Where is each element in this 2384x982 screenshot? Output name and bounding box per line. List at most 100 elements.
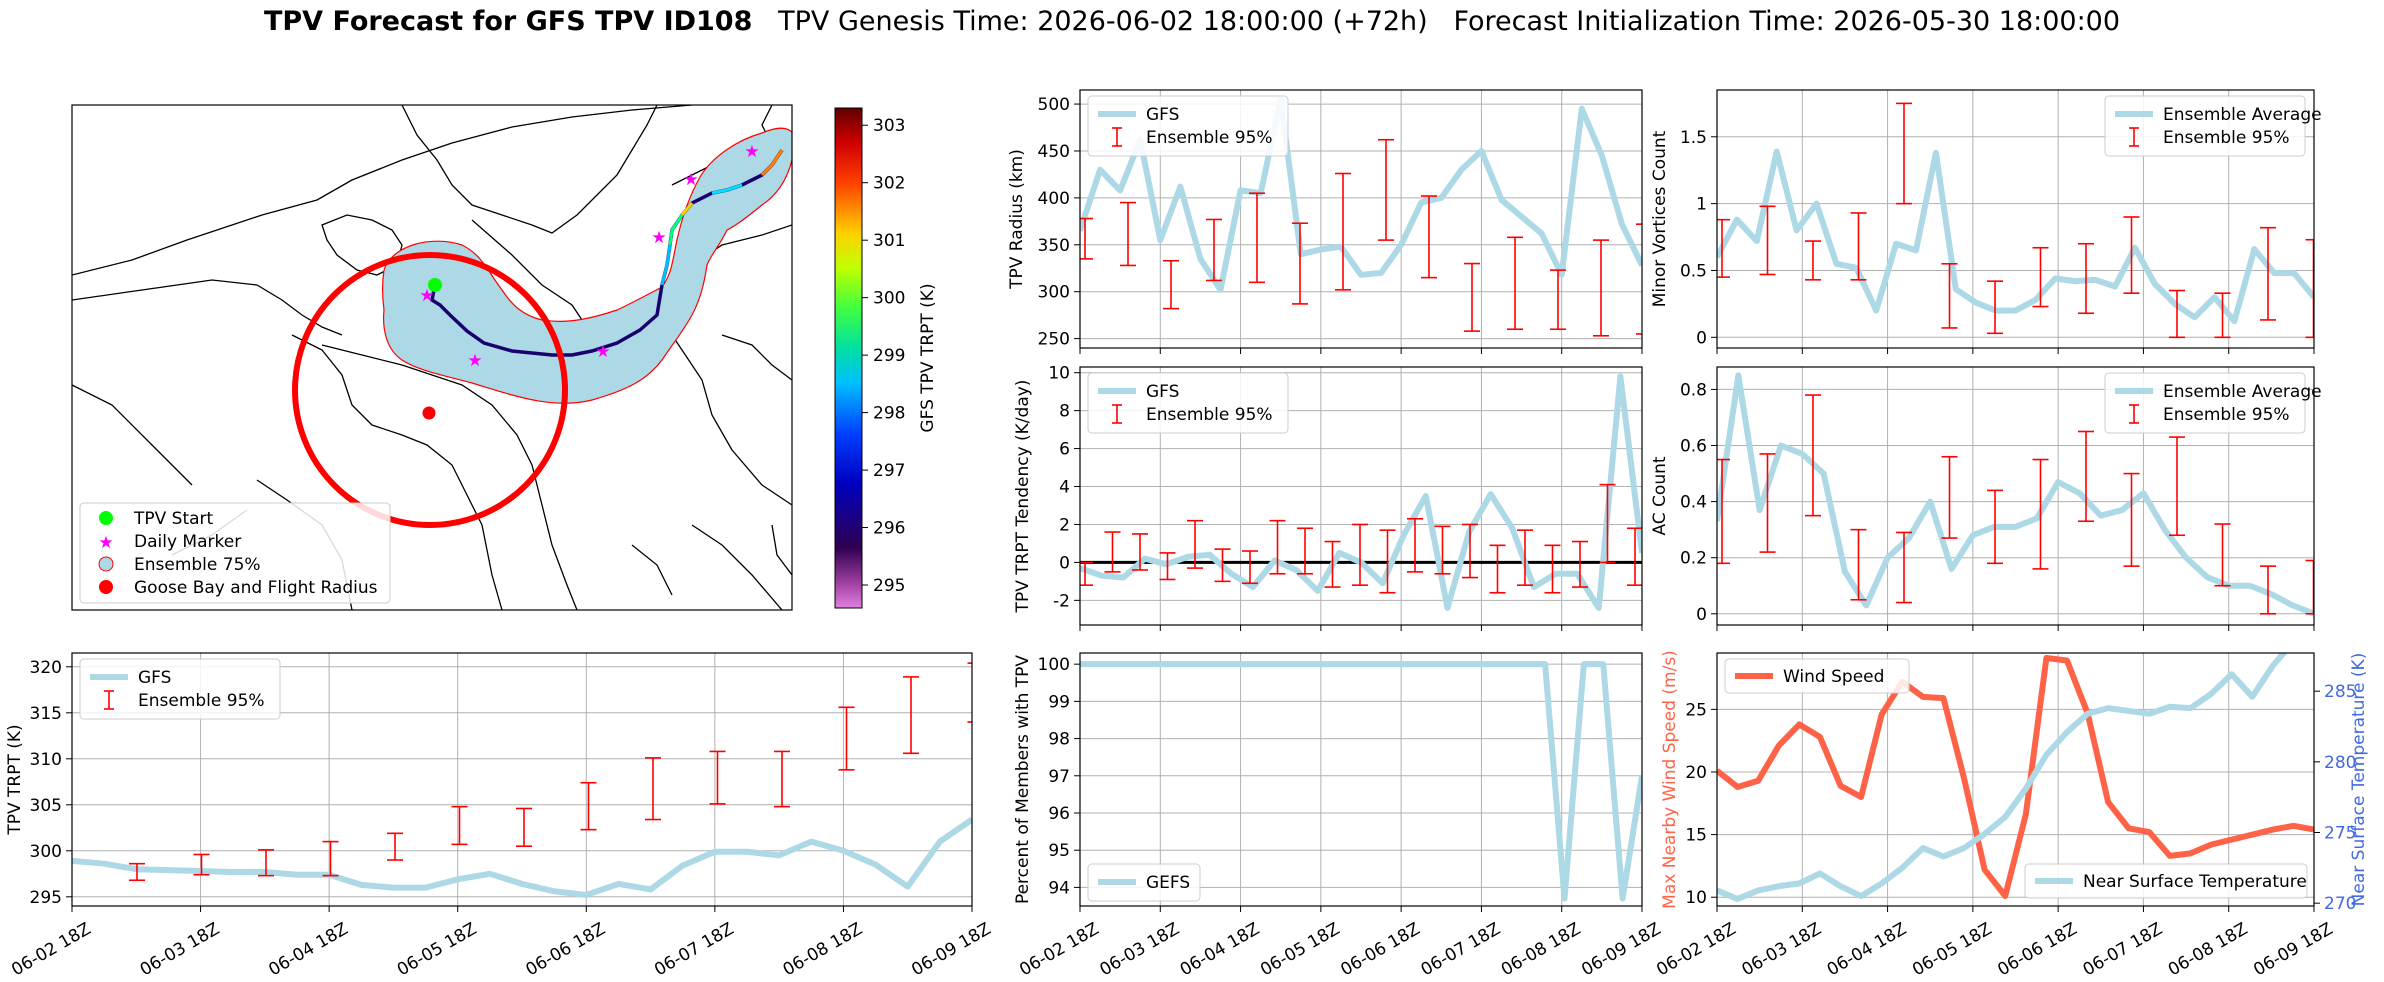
y-tick-label: 305 — [30, 796, 62, 816]
ensemble-errorbar — [1159, 552, 1176, 581]
y-tick-label: 97 — [1048, 767, 1070, 787]
svg-text:★: ★ — [98, 533, 113, 553]
colorbar-tick-label: 300 — [873, 289, 905, 309]
legend-box — [1087, 95, 1289, 157]
goose-bay-flight-radius — [292, 252, 568, 528]
y-tick-label: 25 — [1685, 700, 1707, 720]
title-init: Forecast Initialization Time: 2026-05-30… — [1453, 6, 2121, 37]
ensemble-errorbar — [1507, 236, 1523, 331]
ensemble-errorbar — [1407, 517, 1423, 573]
map-legend: TPV Start ★ Daily Marker Ensemble 75% Go… — [79, 502, 391, 604]
y-tick-label: 0.2 — [1680, 549, 1707, 569]
ensemble-errorbar — [1850, 212, 1867, 281]
y-tick-label: 450 — [1038, 142, 1070, 162]
title-bold: TPV Forecast for GFS TPV ID108 — [263, 6, 753, 37]
ensemble-errorbar — [1464, 262, 1480, 332]
x-tick-label: 06-05 18Z — [394, 919, 480, 980]
legend: Near Surface Temperature — [2024, 863, 2308, 899]
ensemble-errorbar — [1080, 561, 1093, 586]
ensemble-errorbar — [1269, 519, 1286, 575]
x-tick-label: 06-09 18Z — [1578, 919, 1664, 980]
colorbar-tick-label: 296 — [873, 519, 905, 539]
series-line — [1080, 373, 1642, 611]
x-tick-label: 06-03 18Z — [1738, 919, 1824, 980]
y-axis-label: TPV TRPT (K) — [5, 724, 25, 835]
colorbar-tick-label: 295 — [873, 576, 905, 596]
legend: Ensemble Average Ensemble 95% — [2104, 372, 2322, 434]
ensemble-errorbar — [2032, 246, 2049, 308]
ensemble-errorbar — [1941, 262, 1958, 329]
temperature-line — [1717, 653, 2288, 902]
legend-box — [79, 658, 281, 720]
ensemble-errorbar — [1104, 531, 1121, 573]
axes-frame — [1716, 652, 2315, 907]
y-tick-label: 1 — [1696, 195, 1707, 215]
y-tick-label: 10 — [1685, 888, 1707, 908]
ensemble-errorbar — [193, 853, 210, 876]
axes-frame — [1079, 652, 1643, 907]
legend-label: Ensemble 95% — [138, 691, 265, 711]
ensemble-errorbar — [580, 781, 597, 831]
trpt-panel: 295 300 305 310 315 320 TPV TRPT (K) 06-02 18Z 0… — [5, 652, 995, 980]
legend-ensemble-75: Ensemble 75% — [134, 555, 261, 575]
y-tick-label: 0.8 — [1680, 380, 1707, 400]
x-tick-label: 06-09 18Z — [2250, 919, 2336, 980]
legend: GFS Ensemble 95% — [1087, 95, 1289, 157]
ensemble-errorbar — [1987, 489, 2003, 565]
legend-label: Ensemble 95% — [1146, 405, 1273, 425]
ensemble-errorbar — [1163, 259, 1179, 310]
ensemble-errorbar — [645, 757, 661, 821]
ensemble-errorbar — [1187, 519, 1203, 569]
ensemble-errorbar — [903, 676, 919, 755]
ensemble-errorbar — [1636, 223, 1642, 335]
y-tick-label: 15 — [1685, 826, 1707, 846]
wind-speed-line — [1717, 655, 2314, 899]
legend-label: Ensemble 95% — [2163, 405, 2290, 425]
y-tick-label: 0 — [1696, 605, 1707, 625]
y-axis-label: TPV Radius (km) — [1007, 149, 1027, 290]
x-tick-label: 06-03 18Z — [1096, 919, 1182, 980]
ensemble-errorbar — [1805, 240, 1821, 281]
svg-text:★: ★ — [651, 228, 666, 248]
y-tick-label: 350 — [1038, 236, 1070, 256]
ensemble-errorbar — [2169, 436, 2185, 537]
ensemble-errorbar — [2260, 565, 2276, 615]
y-tick-label: 6 — [1059, 440, 1070, 460]
legend-label: GEFS — [1146, 873, 1190, 893]
series-line — [1717, 148, 2314, 325]
y-tick-label: 310 — [30, 750, 62, 770]
ensemble-errorbar — [1378, 138, 1394, 241]
y-tick-label: 10 — [1048, 364, 1070, 384]
x-tick-label: 06-03 18Z — [137, 919, 223, 980]
legend-box — [1724, 658, 1910, 694]
ensemble-errorbar — [774, 750, 790, 808]
x-tick-label: 06-02 18Z — [1016, 919, 1102, 980]
series-line — [1080, 661, 1642, 902]
y-tick-label: 0.5 — [1680, 261, 1707, 281]
ensemble-errorbar — [129, 862, 145, 882]
y-tick-label: 96 — [1048, 804, 1070, 824]
legend: GEFS — [1087, 863, 1201, 902]
x-tick-label: 06-04 18Z — [1177, 919, 1263, 980]
x-tick-label: 06-07 18Z — [651, 919, 737, 980]
legend-box — [2104, 372, 2306, 434]
ensemble-errorbar — [1132, 533, 1148, 571]
axes-frame — [1079, 89, 1643, 349]
plot-area — [1717, 653, 2314, 902]
legend-label: GFS — [1146, 105, 1179, 125]
y-tick-label: 20 — [1685, 763, 1707, 783]
legend-tpv-start: TPV Start — [133, 509, 214, 529]
ensemble-errorbar — [1896, 531, 1912, 604]
y-tick-label: 315 — [30, 704, 62, 724]
svg-text:★: ★ — [419, 286, 434, 306]
y-tick-label: 300 — [30, 842, 62, 862]
axes-frame — [1716, 89, 2315, 349]
ensemble-errorbar — [2214, 292, 2231, 339]
ensemble-errorbar — [1593, 239, 1609, 337]
plot-area — [72, 662, 972, 898]
x-tick-label: 06-08 18Z — [1498, 919, 1584, 980]
x-tick-label: 06-05 18Z — [1257, 919, 1343, 980]
plot-area — [1080, 96, 1642, 337]
ensemble-errorbar — [2214, 523, 2231, 587]
legend: Ensemble Average Ensemble 95% — [2104, 95, 2322, 157]
